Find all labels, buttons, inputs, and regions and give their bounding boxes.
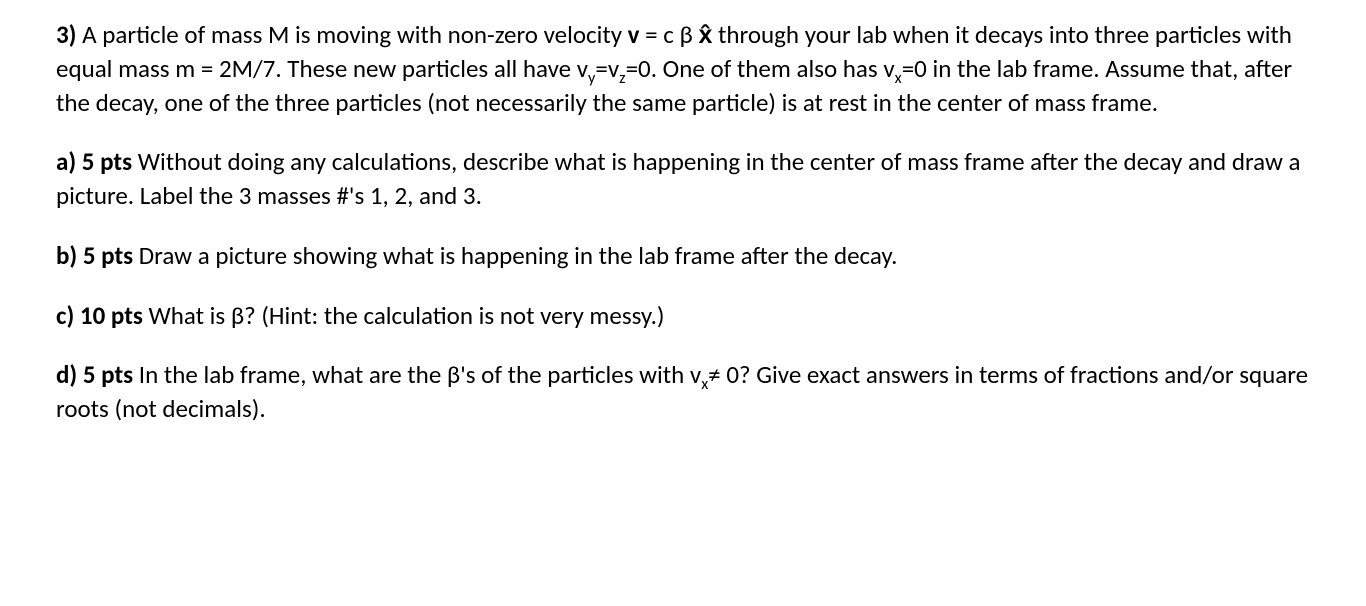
eq-zero: =0. One of them also has v	[626, 53, 895, 84]
part-d: d) 5 pts In the lab frame, what are the …	[56, 358, 1310, 426]
part-c-label: c) 10 pts	[56, 300, 143, 331]
part-b: b) 5 pts Draw a picture showing what is …	[56, 239, 1310, 273]
x-hat: x̂	[698, 19, 712, 50]
part-a-label: a) 5 pts	[56, 146, 132, 177]
eq-v: =v	[595, 53, 619, 84]
physics-problem-document: 3) A particle of mass M is moving with n…	[0, 0, 1366, 470]
part-b-label: b) 5 pts	[56, 240, 133, 271]
subscript-x: x	[895, 69, 902, 88]
part-d-label: d) 5 pts	[56, 359, 133, 390]
part-c-text: What is β? (Hint: the calculation is not…	[143, 300, 665, 331]
equals-cbeta: = c β	[640, 19, 699, 50]
part-a-text: Without doing any calculations, describe…	[56, 146, 1300, 211]
velocity-v: v	[628, 19, 640, 50]
part-d-text-1: In the lab frame, what are the β's of th…	[133, 359, 701, 390]
part-a: a) 5 pts Without doing any calculations,…	[56, 145, 1310, 213]
part-b-text: Draw a picture showing what is happening…	[133, 240, 897, 271]
part-c: c) 10 pts What is β? (Hint: the calculat…	[56, 299, 1310, 333]
intro-text-1: A particle of mass M is moving with non-…	[82, 19, 628, 50]
problem-number: 3)	[56, 19, 76, 50]
problem-intro: 3) A particle of mass M is moving with n…	[56, 18, 1310, 119]
